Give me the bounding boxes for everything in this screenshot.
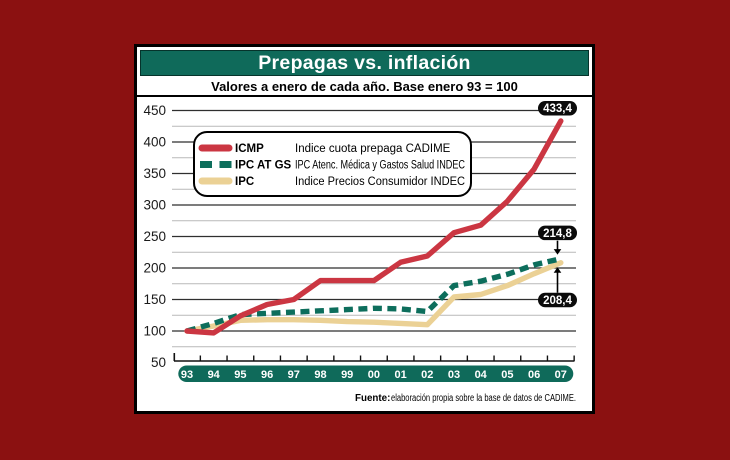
legend-label-ipc: IPC [235,176,254,188]
year-label: 00 [368,369,380,381]
legend-desc-ipc-at-gs: IPC Atenc. Médica y Gastos Salud INDEC [295,160,465,172]
annotation-214-8-arrowhead [553,249,562,255]
year-label: 04 [475,369,488,381]
year-label: 97 [288,369,300,381]
chart-panel: Prepagas vs. inflación Valores a enero d… [134,44,595,414]
title-bar: Prepagas vs. inflación [140,50,589,76]
year-label: 05 [501,369,513,381]
y-axis-label: 400 [143,135,166,150]
series-line-ipc [184,260,564,334]
year-label: 99 [341,369,353,381]
series-line-icmp [184,118,564,336]
annotation-214-8-pill [538,225,577,241]
annotation-208-4: 208,4 [543,295,572,307]
year-label: 94 [208,369,221,381]
year-label: 93 [181,369,193,381]
annotation-433-4: 433,4 [543,103,572,115]
year-label: 02 [421,369,433,381]
source-note: elaboración propia sobre la base de dato… [391,393,576,404]
year-label: 98 [314,369,326,381]
legend-desc-ipc: Indice Precios Consumidor INDEC [295,176,465,188]
year-label: 01 [394,369,406,381]
year-label: 07 [555,369,567,381]
chart-subtitle: Valores a enero de cada año. Base enero … [211,79,518,94]
legend-box [193,131,472,197]
annotation-208-4-arrowhead [553,267,562,273]
year-label: 06 [528,369,540,381]
annotation-433-4-pill [538,100,577,116]
year-label: 03 [448,369,460,381]
annotation-214-8: 214,8 [543,228,572,240]
source-label: Fuente: [355,393,390,404]
annotation-208-4-pill [538,292,577,308]
y-axis-label: 200 [143,261,166,276]
y-axis-label: 250 [143,229,166,244]
y-axis-label: 350 [143,166,166,181]
y-axis-label: 50 [151,355,166,370]
legend-label-icmp: ICMP [235,143,264,155]
chart-svg: 50 100 150 200 250 300 350 400 450 93 94 95 96 97 98 99… [143,100,577,404]
legend-label-ipc-at-gs: IPC AT GS [235,160,292,172]
y-axis-label: 450 [143,103,166,118]
year-label: 95 [234,369,246,381]
subtitle-divider [137,95,592,97]
y-axis-label: 100 [143,324,166,339]
year-axis-strip [178,365,574,382]
legend-desc-icmp: Indice cuota prepaga CADIME [295,143,451,155]
y-axis-label: 300 [143,198,166,213]
y-axis-label: 150 [143,292,166,307]
year-label: 96 [261,369,273,381]
chart-title: Prepagas vs. inflación [258,52,471,74]
